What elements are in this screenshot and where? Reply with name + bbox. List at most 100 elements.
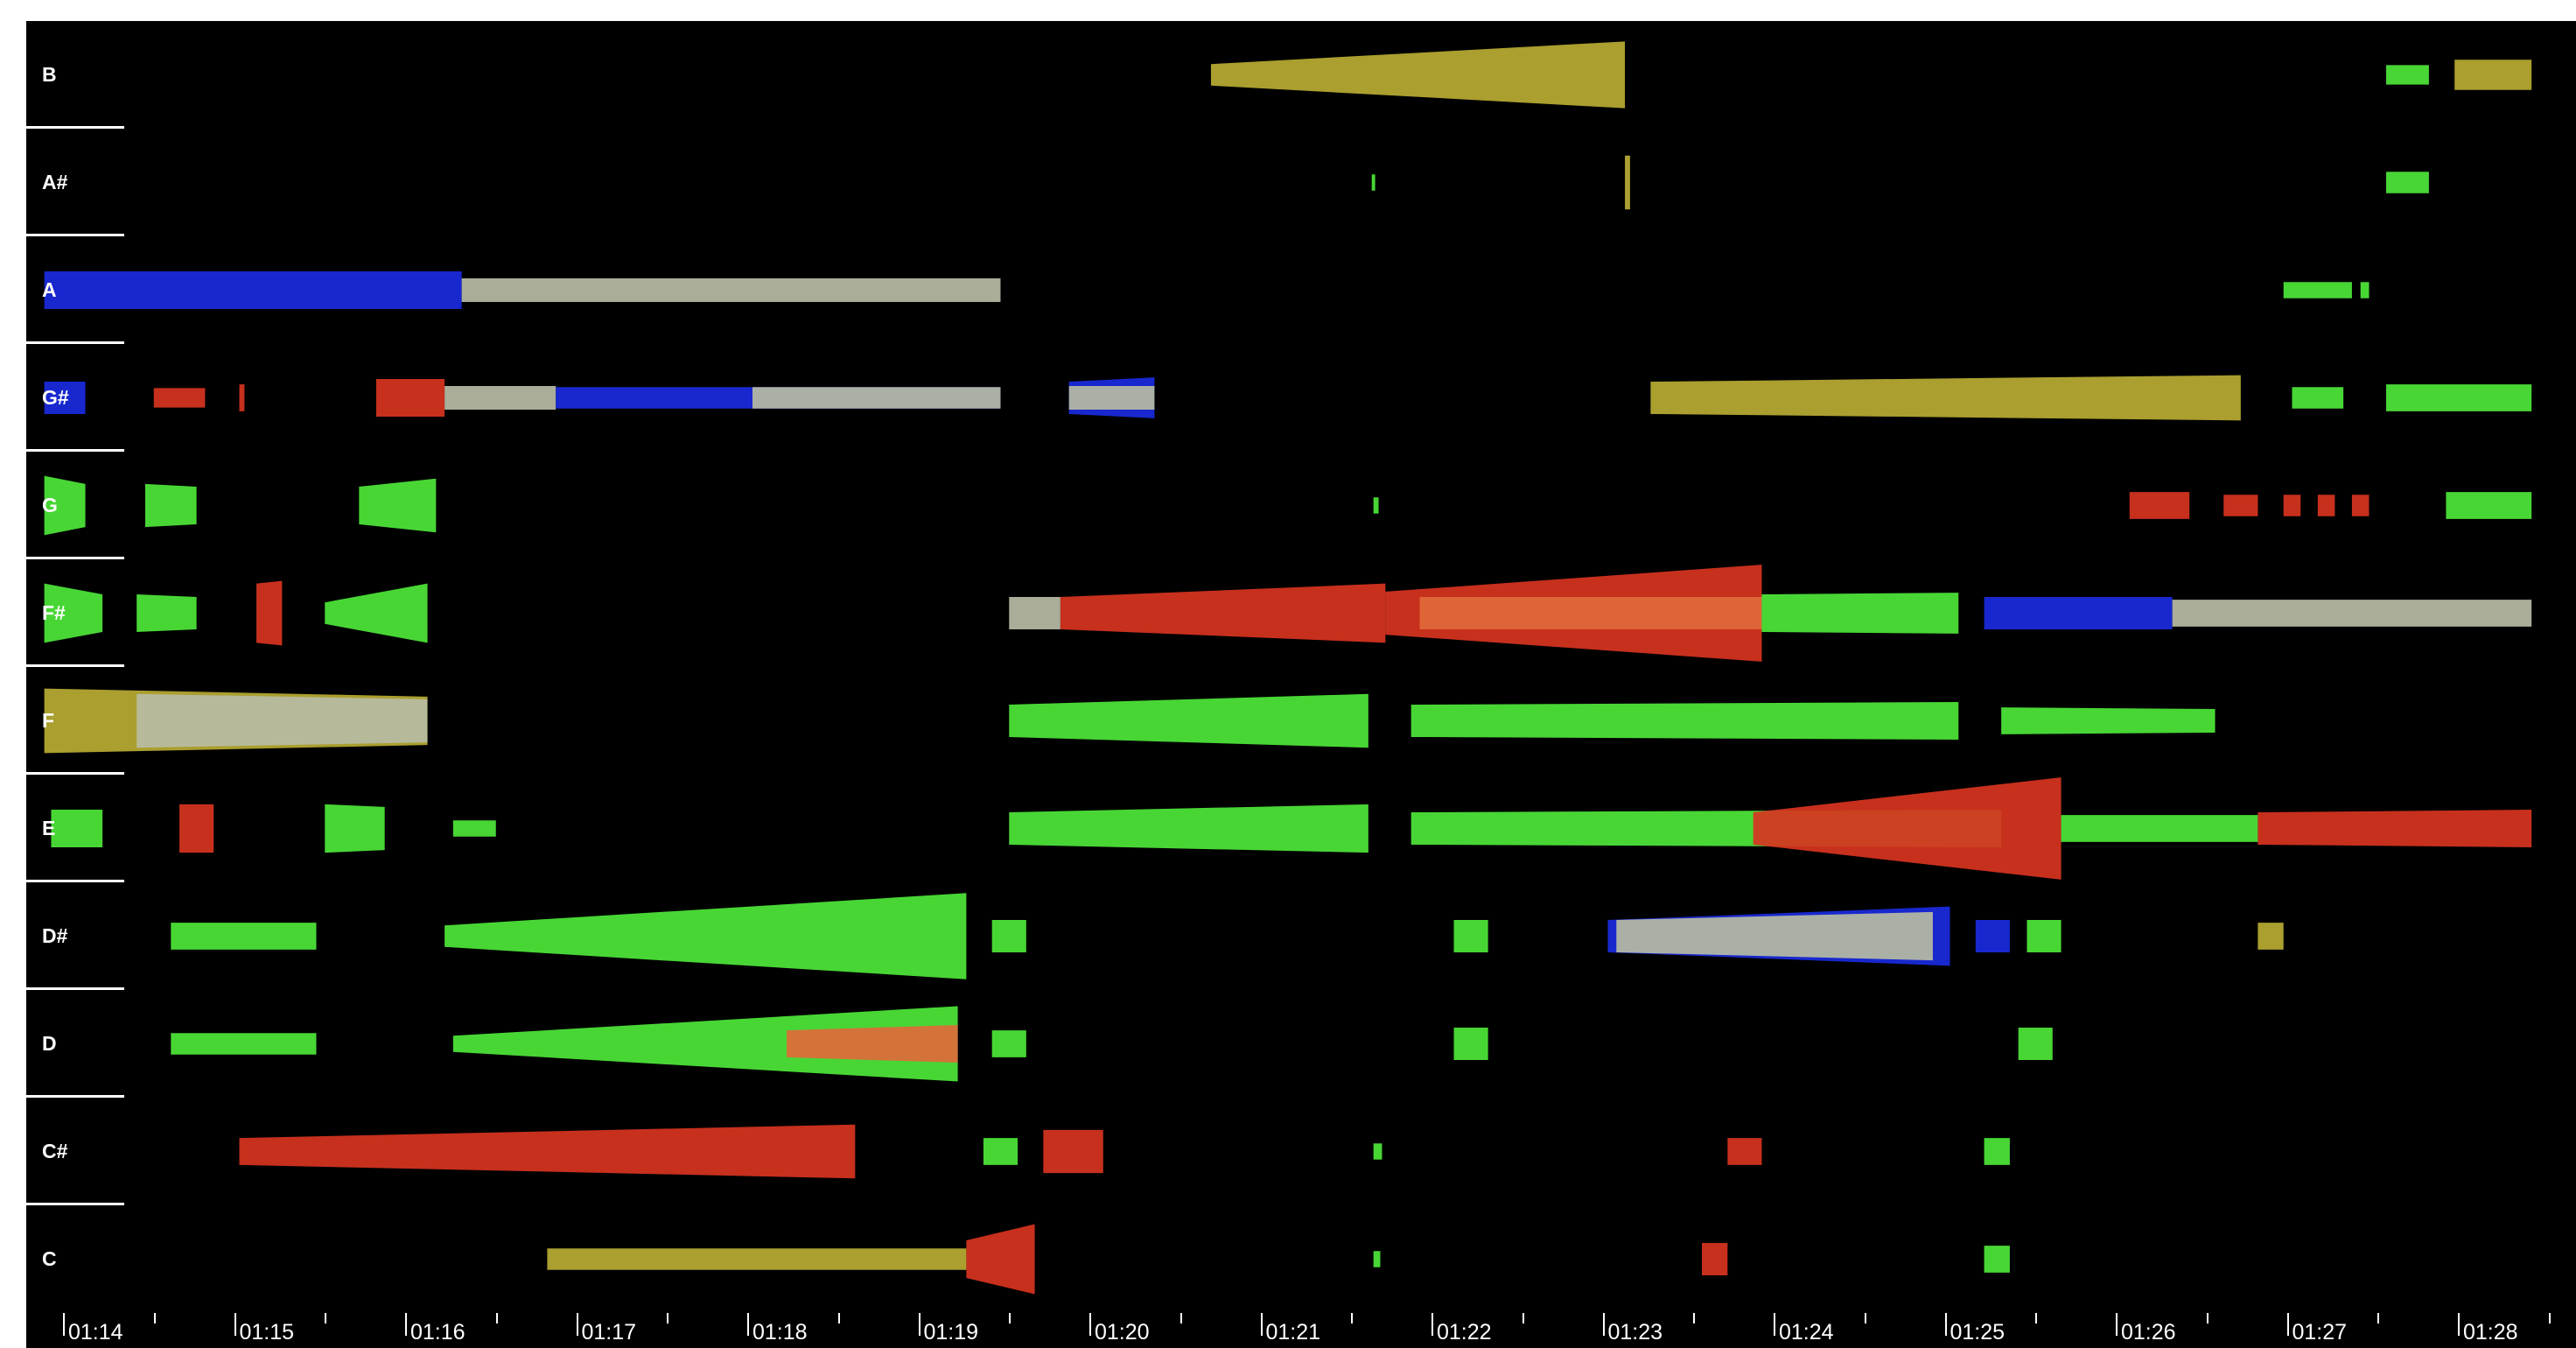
- pitch-label-e: E: [42, 817, 56, 839]
- note-blob-a[interactable]: [2360, 282, 2370, 298]
- time-tick-major: [1774, 1313, 1775, 1336]
- note-blob-d-sharp[interactable]: [1453, 920, 1488, 952]
- time-tick-minor: [1864, 1313, 1866, 1323]
- row-divider: [26, 880, 124, 882]
- time-tick-major: [1260, 1313, 1263, 1336]
- note-blob-e[interactable]: [325, 804, 385, 853]
- note-blob-g[interactable]: [2283, 495, 2301, 516]
- note-blob-d[interactable]: [991, 1030, 1026, 1057]
- pitch-row-f-sharp: F#: [26, 559, 2576, 667]
- note-blob-g-sharp[interactable]: [153, 388, 206, 408]
- note-blob-e[interactable]: [452, 820, 496, 837]
- pitch-row-g-sharp: G#: [26, 344, 2576, 452]
- note-blob-f-sharp[interactable]: [136, 593, 197, 633]
- note-blob-g[interactable]: [2351, 495, 2370, 516]
- time-tick-major: [747, 1313, 749, 1336]
- note-blob-g[interactable]: [1373, 497, 1379, 514]
- note-blob-f-sharp[interactable]: [1009, 597, 1060, 629]
- note-blob-g-sharp[interactable]: [1068, 385, 1155, 411]
- note-blob-f-sharp[interactable]: [2172, 600, 2532, 627]
- note-blob-f-sharp[interactable]: [1419, 597, 1762, 629]
- note-blob-a[interactable]: [2283, 282, 2352, 298]
- note-blob-d-sharp[interactable]: [2258, 923, 2284, 950]
- note-blob-c-sharp[interactable]: [1043, 1129, 1103, 1174]
- pitch-label-c: C: [42, 1247, 57, 1270]
- note-blob-a[interactable]: [461, 277, 1001, 303]
- pitch-row-f: F: [26, 667, 2576, 775]
- note-blob-g-sharp[interactable]: [752, 387, 1001, 409]
- note-blob-c[interactable]: [1984, 1246, 2010, 1273]
- note-blob-d[interactable]: [2018, 1028, 2053, 1060]
- pitch-label-b: B: [42, 63, 57, 86]
- note-blob-g[interactable]: [144, 483, 197, 528]
- note-blob-f[interactable]: [1410, 701, 1959, 741]
- note-blob-a-sharp[interactable]: [1371, 174, 1376, 191]
- note-blob-e[interactable]: [2061, 815, 2258, 842]
- note-blob-f-sharp[interactable]: [44, 583, 103, 643]
- note-blob-d-sharp[interactable]: [1975, 920, 2010, 952]
- note-blob-d-sharp[interactable]: [444, 893, 967, 979]
- note-blob-d[interactable]: [452, 1006, 958, 1082]
- note-blob-d-sharp[interactable]: [2026, 920, 2062, 952]
- note-blob-g[interactable]: [2129, 492, 2190, 519]
- note-blob-f[interactable]: [1009, 693, 1368, 748]
- note-blob-c-sharp[interactable]: [1727, 1138, 1762, 1165]
- note-blob-d[interactable]: [171, 1033, 317, 1055]
- note-blob-d[interactable]: [1453, 1028, 1488, 1060]
- note-blob-f-sharp[interactable]: [256, 580, 283, 646]
- note-blob-c[interactable]: [1373, 1251, 1381, 1267]
- note-blob-d[interactable]: [787, 1024, 958, 1064]
- note-blob-c-sharp[interactable]: [239, 1124, 856, 1179]
- note-blob-g-sharp[interactable]: [2292, 387, 2344, 409]
- note-blob-a-sharp[interactable]: [1625, 155, 1630, 210]
- note-blob-g[interactable]: [2317, 495, 2335, 516]
- notes-canvas: [44, 41, 2532, 1295]
- pitch-row-b: B: [26, 21, 2576, 129]
- note-blob-g-sharp[interactable]: [2386, 384, 2532, 411]
- note-blob-b[interactable]: [2454, 60, 2532, 90]
- note-blob-a-sharp[interactable]: [2386, 172, 2429, 193]
- note-blob-g[interactable]: [2446, 492, 2532, 519]
- note-blob-g-sharp[interactable]: [239, 384, 245, 411]
- time-tick-label: 01:22: [1437, 1320, 1492, 1344]
- note-blob-a[interactable]: [44, 270, 462, 310]
- note-blob-d-sharp[interactable]: [171, 923, 317, 950]
- note-blob-c-sharp[interactable]: [983, 1138, 1018, 1165]
- note-blob-g-sharp[interactable]: [375, 378, 445, 418]
- time-axis: 01:14 01:15 01:16 01:17 01:18 01:19 01:20 01:21…: [26, 1301, 2576, 1348]
- note-blob-f-sharp[interactable]: [1060, 583, 1386, 643]
- time-tick-minor: [1180, 1313, 1182, 1323]
- pitch-label-f-sharp: F#: [42, 601, 66, 624]
- note-blob-g-sharp[interactable]: [444, 385, 556, 411]
- note-blob-c[interactable]: [966, 1224, 1035, 1295]
- note-blob-c-sharp[interactable]: [1373, 1143, 1382, 1160]
- time-tick-major: [1944, 1313, 1947, 1336]
- note-blob-d-sharp[interactable]: [1616, 911, 1933, 961]
- note-blob-c-sharp[interactable]: [1984, 1138, 2010, 1165]
- time-tick-minor: [153, 1313, 156, 1323]
- note-blob-d-sharp[interactable]: [991, 920, 1026, 952]
- note-blob-c[interactable]: [1702, 1243, 1728, 1275]
- note-blob-f-sharp[interactable]: [1984, 597, 2173, 629]
- pitch-timeline-view[interactable]: B A# A G# G F# F E: [26, 21, 2576, 1348]
- note-blob-g-sharp[interactable]: [1650, 375, 2241, 421]
- note-blob-b[interactable]: [2386, 65, 2429, 85]
- note-blob-c[interactable]: [547, 1248, 967, 1270]
- note-blob-e[interactable]: [1753, 777, 2062, 880]
- time-tick-label: 01:20: [1095, 1320, 1150, 1344]
- time-tick-minor: [1522, 1313, 1524, 1323]
- note-blob-b[interactable]: [1210, 41, 1626, 109]
- note-blob-g[interactable]: [2223, 495, 2258, 516]
- note-blob-g-sharp[interactable]: [44, 382, 86, 414]
- note-blob-f-sharp[interactable]: [325, 583, 428, 643]
- note-blob-e[interactable]: [1009, 804, 1368, 853]
- note-blob-g[interactable]: [359, 478, 437, 533]
- note-blob-f[interactable]: [136, 693, 428, 748]
- note-blob-e[interactable]: [51, 809, 103, 848]
- note-blob-g[interactable]: [44, 475, 86, 536]
- time-tick-minor: [667, 1313, 669, 1323]
- note-blob-e[interactable]: [179, 804, 214, 853]
- note-blob-f[interactable]: [2001, 707, 2216, 734]
- note-blob-f-sharp[interactable]: [1761, 593, 1959, 634]
- note-blob-e[interactable]: [2258, 809, 2532, 848]
